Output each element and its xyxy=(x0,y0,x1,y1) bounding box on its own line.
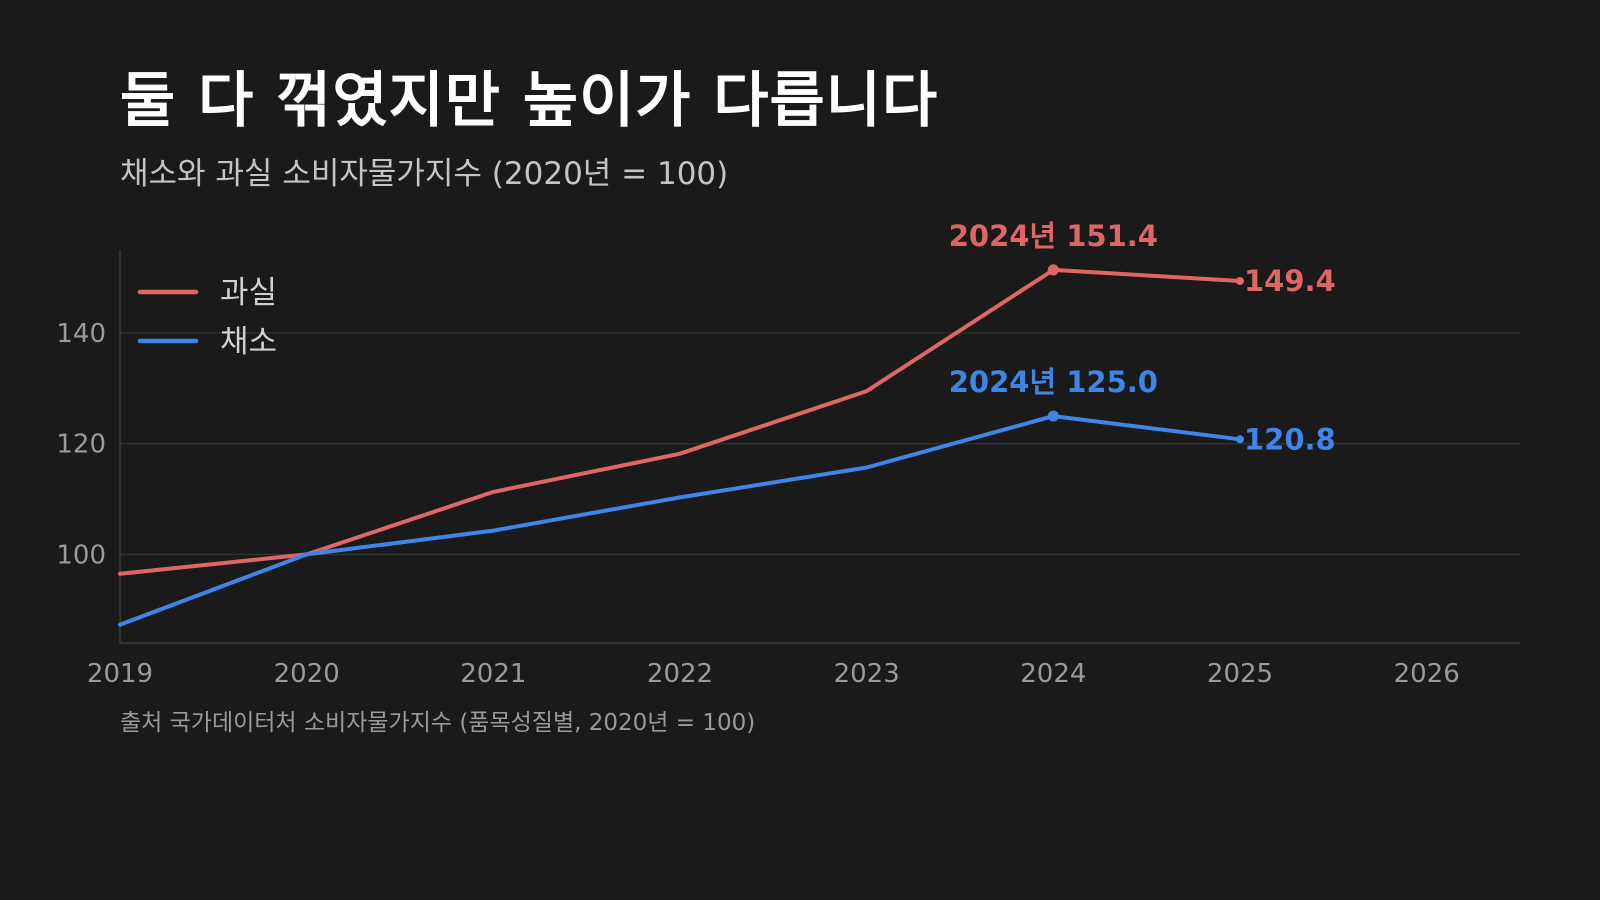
y-tick-label-120: 120 xyxy=(56,430,106,460)
peak-label-과실: 2024년 151.4 xyxy=(949,219,1158,253)
x-tick-label-2024: 2024 xyxy=(1020,659,1086,689)
y-tick-label-140: 140 xyxy=(56,319,106,349)
series-lines xyxy=(118,267,1242,627)
peak-marker-채소 xyxy=(1047,410,1059,422)
chart-title: 둘 다 꺾였지만 높이가 다릅니다 xyxy=(120,66,939,136)
legend-label-과실: 과실 xyxy=(220,275,277,311)
axes xyxy=(119,250,1520,644)
x-tick-label-2021: 2021 xyxy=(460,659,526,689)
y-tick-label-100: 100 xyxy=(56,540,106,570)
legend-label-채소: 채소 xyxy=(220,324,277,360)
grid-lines xyxy=(120,332,1520,556)
annotations: 2024년 151.4 149.4 2024년 125.0 120.8 xyxy=(949,219,1336,456)
peak-label-채소: 2024년 125.0 xyxy=(949,365,1158,399)
x-tick-label-2023: 2023 xyxy=(834,659,900,689)
x-tick-label-2026: 2026 xyxy=(1394,659,1460,689)
y-tick-labels: 100 120 140 xyxy=(56,319,106,570)
source-note: 출처 국가데이터처 소비자물가지수 (품목성질별, 2020년 = 100) xyxy=(120,710,756,736)
series-line-과실 xyxy=(118,267,1242,576)
end-marker-과실 xyxy=(1236,276,1244,285)
x-tick-label-2022: 2022 xyxy=(647,659,713,689)
x-tick-label-2025: 2025 xyxy=(1207,659,1273,689)
x-tick-label-2019: 2019 xyxy=(87,659,153,689)
x-tick-label-2020: 2020 xyxy=(274,659,340,689)
chart-subtitle: 채소와 과실 소비자물가지수 (2020년 = 100) xyxy=(120,156,729,192)
series-line-채소 xyxy=(118,414,1242,627)
end-label-과실: 149.4 xyxy=(1244,264,1336,298)
x-tick-labels: 2019 2020 2021 2022 2023 2024 2025 2026 xyxy=(87,659,1460,689)
end-label-채소: 120.8 xyxy=(1244,422,1336,456)
peak-marker-과실 xyxy=(1047,264,1059,276)
end-marker-채소 xyxy=(1236,435,1244,444)
